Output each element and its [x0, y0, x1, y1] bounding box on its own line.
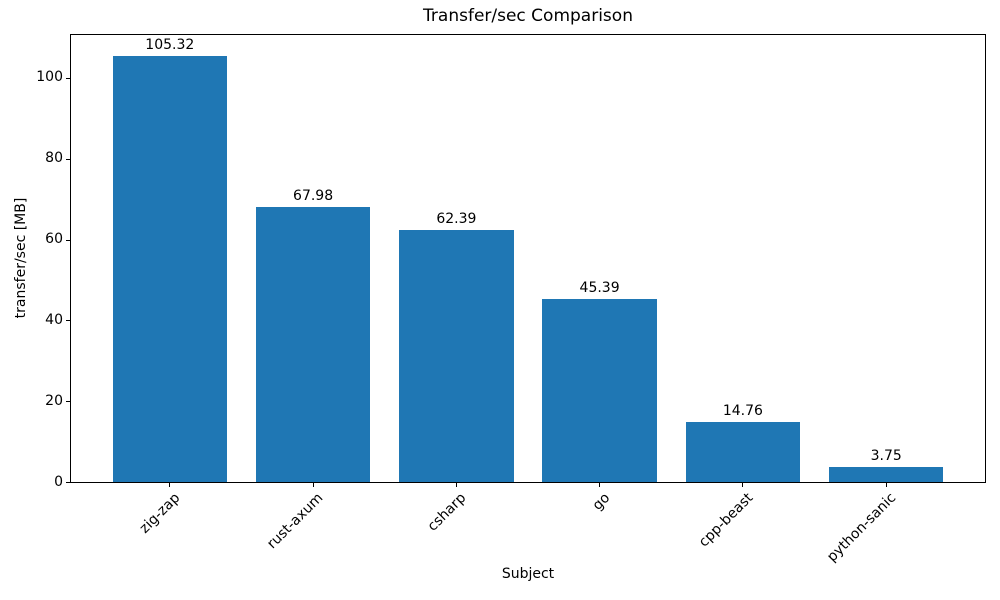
- bar: [685, 422, 801, 482]
- x-tick-label: rust-axum: [264, 490, 327, 553]
- bar-value-label: 3.75: [870, 447, 902, 464]
- plot-area: 105.32 67.98 62.39 45.39 14.76 3.75: [70, 34, 986, 483]
- x-tick-label: python-sanic: [824, 490, 900, 566]
- y-tick-mark: [66, 482, 70, 483]
- x-tick-mark: [885, 483, 887, 487]
- y-tick-mark: [66, 239, 70, 241]
- bar: [255, 207, 371, 482]
- x-tick-mark: [742, 483, 744, 487]
- y-tick-label: 40: [45, 311, 63, 328]
- bar: [542, 298, 657, 482]
- x-tick-mark: [599, 483, 601, 487]
- y-tick-label: 80: [45, 150, 63, 167]
- x-axis-label: Subject: [501, 566, 555, 582]
- x-tick-mark: [169, 483, 171, 487]
- x-tick-label: csharp: [425, 490, 470, 535]
- x-tick-mark: [312, 483, 314, 487]
- bar-value-label: 67.98: [293, 188, 334, 205]
- bar-value-label: 45.39: [579, 279, 620, 296]
- y-tick-label: 0: [54, 473, 63, 490]
- y-tick-mark: [66, 320, 70, 322]
- bar: [399, 229, 514, 482]
- chart-title: Transfer/sec Comparison: [423, 6, 633, 26]
- y-tick-mark: [66, 401, 70, 403]
- y-tick-label: 20: [45, 392, 63, 409]
- x-tick-mark: [455, 483, 457, 487]
- y-tick-mark: [66, 158, 70, 160]
- bar: [112, 56, 228, 482]
- x-tick-label: go: [589, 490, 613, 514]
- bar-value-label: 105.32: [145, 37, 195, 54]
- y-tick-label: 100: [36, 69, 63, 86]
- x-tick-label: zig-zap: [136, 490, 184, 537]
- y-tick-label: 60: [45, 231, 63, 247]
- bar-value-label: 14.76: [722, 403, 763, 420]
- bar: [828, 466, 944, 482]
- x-tick-label: cpp-beast: [695, 490, 757, 551]
- y-tick-mark: [66, 77, 70, 79]
- bar-value-label: 62.39: [436, 210, 477, 227]
- y-axis-label: transfer/sec [MB]: [13, 197, 29, 319]
